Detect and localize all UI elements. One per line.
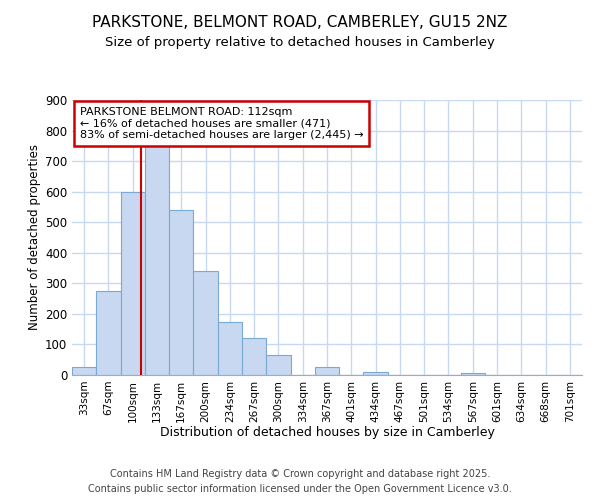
Bar: [266, 355, 290, 375]
Bar: [242, 338, 266, 375]
Text: Contains public sector information licensed under the Open Government Licence v3: Contains public sector information licen…: [88, 484, 512, 494]
Text: Contains HM Land Registry data © Crown copyright and database right 2025.: Contains HM Land Registry data © Crown c…: [110, 469, 490, 479]
Text: Size of property relative to detached houses in Camberley: Size of property relative to detached ho…: [105, 36, 495, 49]
Bar: [72, 368, 96, 375]
Bar: [461, 372, 485, 375]
Bar: [218, 322, 242, 375]
Text: PARKSTONE BELMONT ROAD: 112sqm
← 16% of detached houses are smaller (471)
83% of: PARKSTONE BELMONT ROAD: 112sqm ← 16% of …: [80, 107, 363, 140]
Bar: [315, 368, 339, 375]
Text: PARKSTONE, BELMONT ROAD, CAMBERLEY, GU15 2NZ: PARKSTONE, BELMONT ROAD, CAMBERLEY, GU15…: [92, 15, 508, 30]
X-axis label: Distribution of detached houses by size in Camberley: Distribution of detached houses by size …: [160, 426, 494, 439]
Bar: [169, 210, 193, 375]
Bar: [145, 146, 169, 375]
Bar: [121, 192, 145, 375]
Bar: [96, 291, 121, 375]
Bar: [364, 372, 388, 375]
Bar: [193, 271, 218, 375]
Y-axis label: Number of detached properties: Number of detached properties: [28, 144, 41, 330]
